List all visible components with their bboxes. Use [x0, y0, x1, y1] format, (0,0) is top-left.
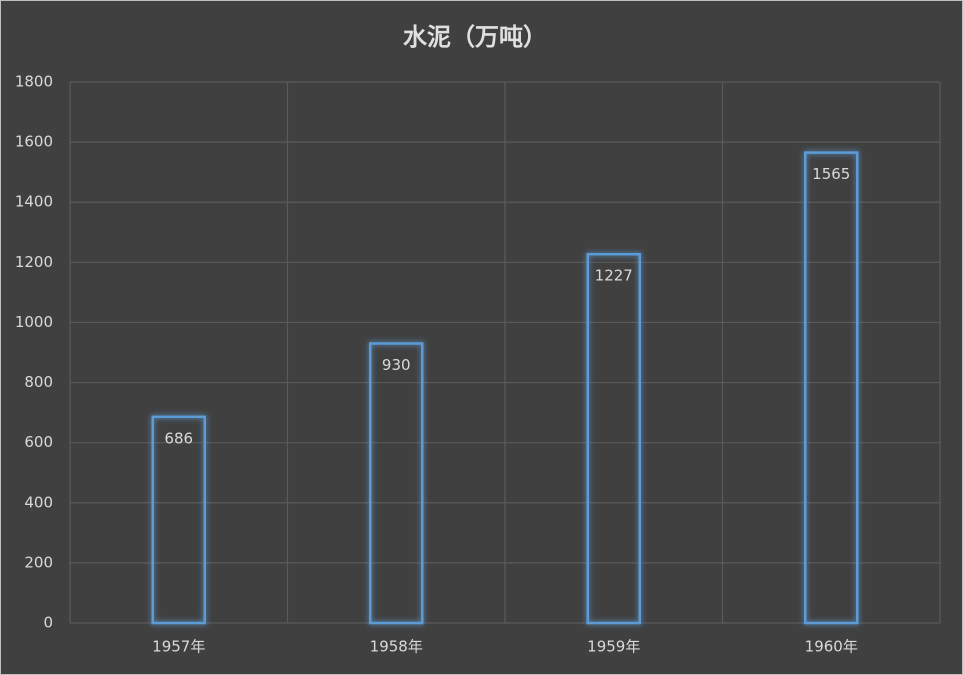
plot-area: 0 200 400 600 800 1000 1200 1400 1600 1800 1957年 68… [15, 73, 941, 656]
chart-title: 水泥（万吨） [403, 23, 547, 51]
y-tick-label: 200 [24, 553, 53, 571]
x-tick-label: 1957年 [152, 638, 205, 656]
bar [151, 415, 206, 625]
y-tick-label: 1600 [15, 133, 53, 151]
x-tick-label: 1958年 [370, 638, 423, 656]
y-tick-label: 0 [43, 614, 53, 632]
x-tick-label: 1959年 [587, 638, 640, 656]
y-tick-label: 1400 [15, 193, 53, 211]
data-label: 1565 [812, 165, 850, 183]
bar [369, 342, 424, 625]
x-tick-label: 1960年 [805, 638, 858, 656]
data-label: 1227 [595, 267, 633, 285]
data-label: 930 [382, 356, 411, 374]
bar [586, 252, 641, 625]
bar [804, 151, 859, 625]
y-tick-label: 1200 [15, 253, 53, 271]
y-tick-label: 1000 [15, 313, 53, 331]
y-tick-label: 1800 [15, 73, 53, 91]
y-tick-label: 800 [24, 373, 53, 391]
y-tick-label: 400 [24, 493, 53, 511]
y-tick-label: 600 [24, 433, 53, 451]
data-label: 686 [164, 429, 193, 447]
